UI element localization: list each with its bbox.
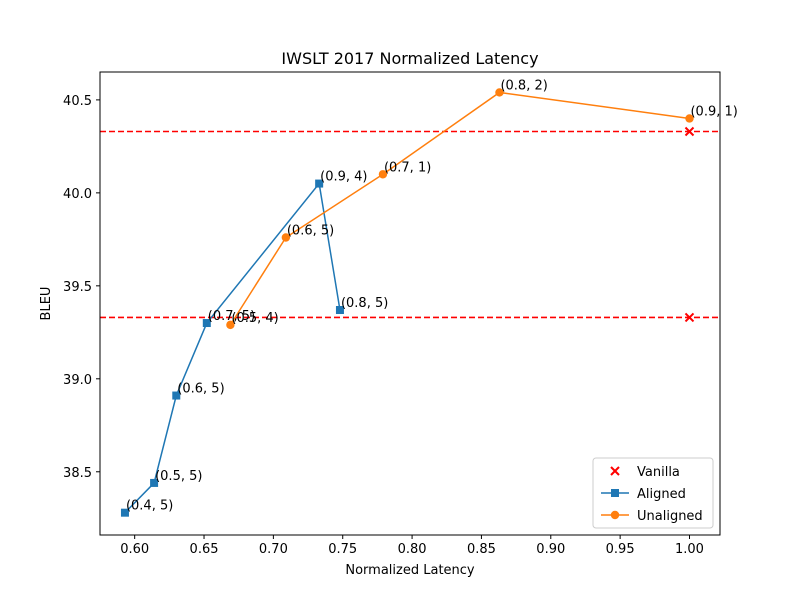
x-tick-label: 0.70 [259,542,288,557]
legend-box [592,457,714,529]
unaligned-legend-marker [610,510,620,520]
aligned-point-label: (0.4, 5) [126,499,173,514]
x-marker-stroke [684,126,695,137]
unaligned-point [685,114,694,123]
plot-frame [99,71,721,536]
plot-area: 0.60 0.65 0.70 0.75 0.80 0.85 0.90 0.95 1.00 38.5… [63,78,738,557]
aligned-point [315,179,324,188]
y-tick-label: 39.0 [63,373,92,388]
x-marker-stroke [610,466,620,476]
unaligned-point-label: (0.7, 1) [384,160,431,175]
x-tick-label: 0.65 [190,542,219,557]
unaligned-point-label: (0.5, 4) [231,311,278,326]
unaligned-point-label: (0.8, 2) [500,78,547,93]
vanilla-point [684,126,695,137]
unaligned-point [378,170,388,179]
x-tick-label: 0.75 [328,542,357,557]
y-tick-label: 40.5 [63,94,92,109]
x-tick-label: 0.60 [120,542,149,557]
aligned-point [120,508,129,517]
y-tick-label: 39.5 [63,280,92,295]
aligned-series-line [124,181,341,514]
aligned-point-label: (0.7, 5) [208,309,255,324]
y-axis-label: BLEU [39,287,54,321]
aligned-legend-marker [611,489,619,497]
aligned-point-label: (0.6, 5) [177,382,224,397]
x-tick-label: 0.85 [467,542,496,557]
aligned-legend-label: Aligned [637,487,686,502]
y-tick-label: 40.0 [63,187,92,202]
aligned-point-label: (0.9, 4) [320,170,367,185]
aligned-point [202,319,211,328]
x-tick-label: 0.95 [606,542,635,557]
unaligned-point [281,233,291,242]
unaligned-point [495,88,504,97]
x-tick-label: 0.90 [536,542,565,557]
aligned-point [172,391,181,400]
unaligned-legend-label: Unaligned [637,509,703,524]
vanilla-legend-label: Vanilla [637,465,680,480]
vanilla-point [684,312,695,323]
vanilla-legend-marker [610,466,620,476]
x-tick-label: 0.80 [398,542,427,557]
unaligned-point [226,320,235,330]
unaligned-point-label: (0.6, 5) [287,223,334,238]
aligned-point-label: (0.5, 5) [155,469,202,484]
y-tick-label: 38.5 [63,466,92,481]
x-tick-label: 1.00 [675,542,704,557]
x-marker-stroke [684,312,695,323]
x-axis-label: Normalized Latency [345,563,475,578]
aligned-point [335,306,344,315]
unaligned-point-label: (0.9, 1) [690,104,737,119]
legend: Vanilla Aligned Unaligned [592,457,714,529]
aligned-point [150,478,159,487]
chart-title: IWSLT 2017 Normalized Latency [281,49,538,68]
aligned-point-label: (0.8, 5) [341,296,388,311]
